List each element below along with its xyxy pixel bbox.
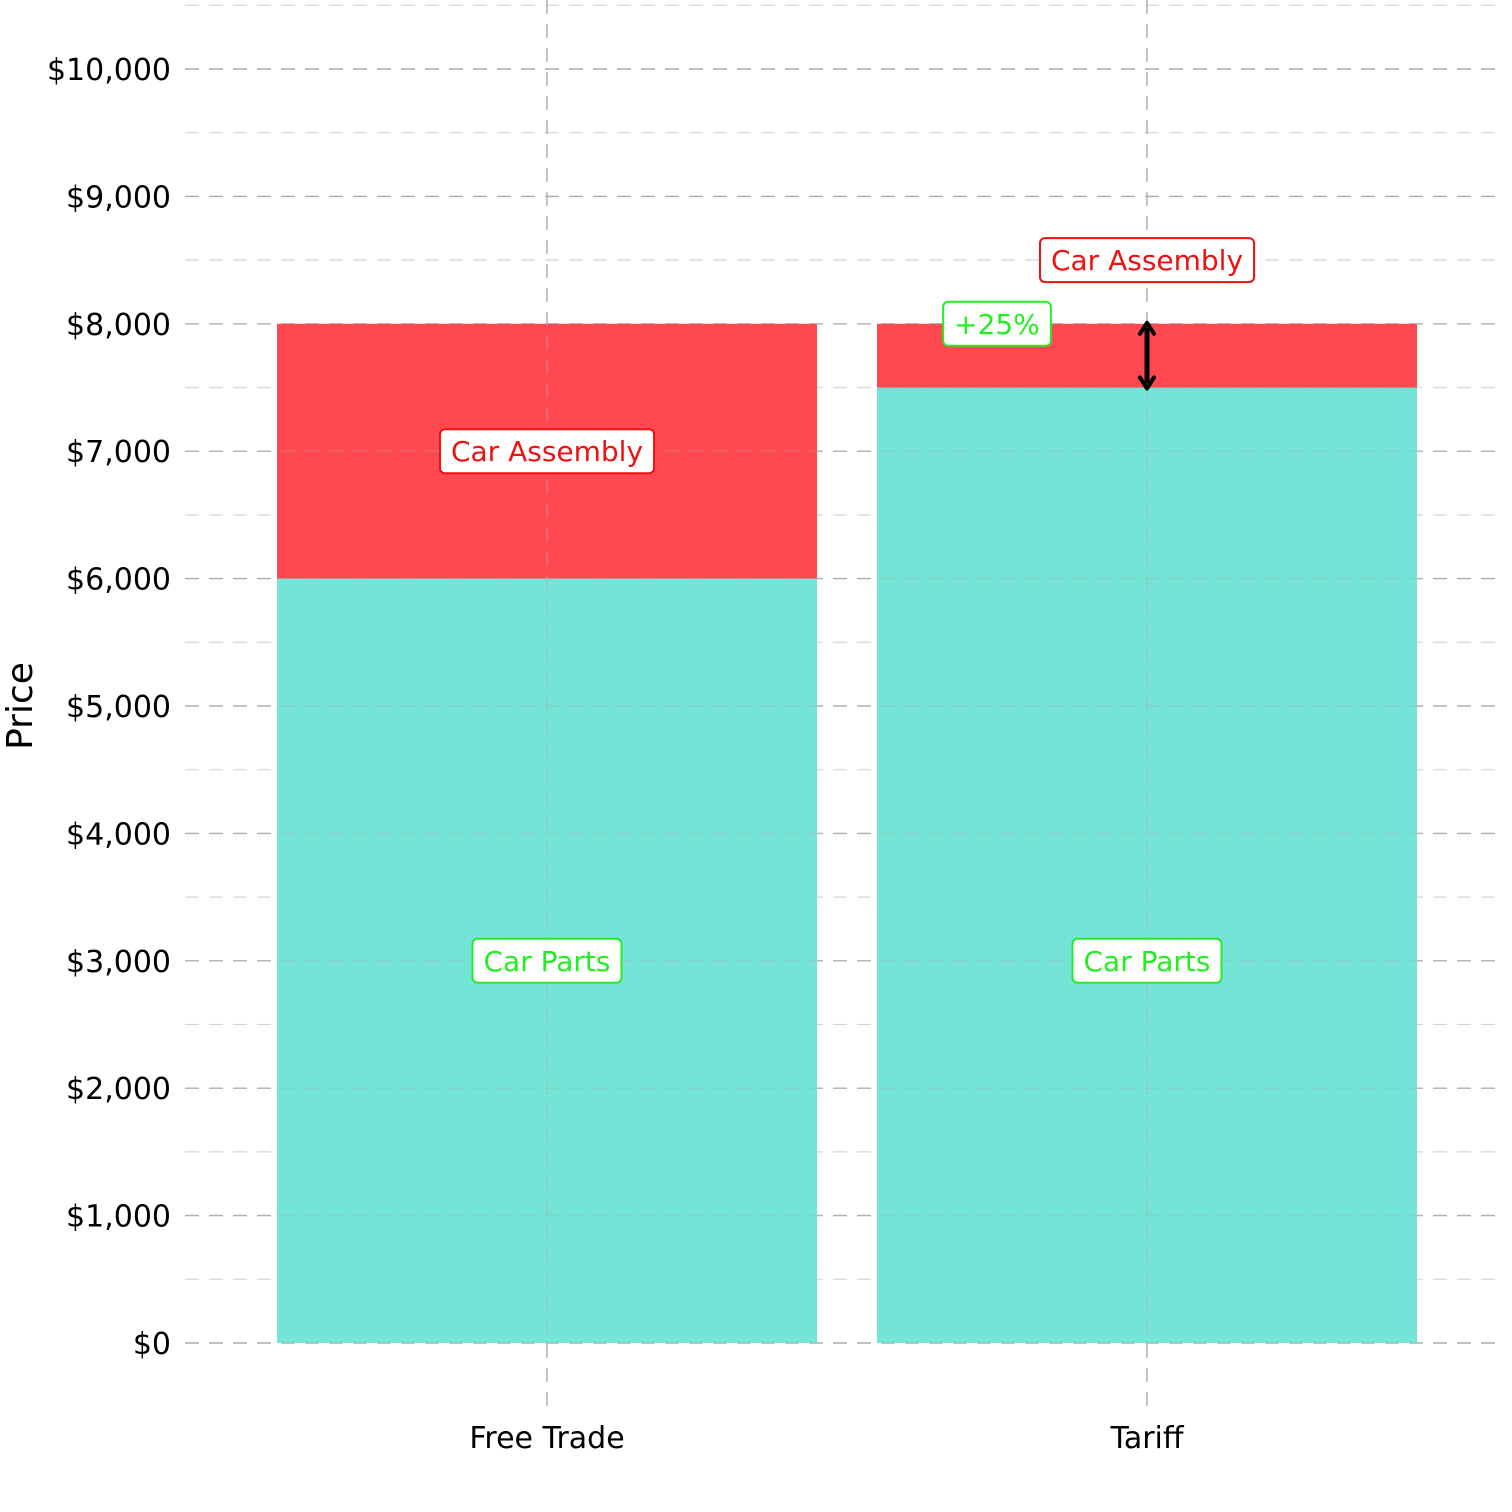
y-tick-label: $5,000 — [66, 690, 171, 725]
y-tick-label: $9,000 — [66, 180, 171, 215]
y-tick-label: $2,000 — [66, 1072, 171, 1107]
segment-label-box — [438, 428, 656, 475]
segment-label: +25% — [942, 300, 1052, 347]
segment-label: Car Assembly — [1038, 237, 1256, 284]
y-tick-label: $1,000 — [66, 1200, 171, 1235]
segment-label-box — [1038, 237, 1256, 284]
tariff-arrow-head-down — [1138, 375, 1156, 391]
x-tick-label: Free Trade — [469, 1421, 624, 1456]
segment-label-text: Car Parts — [1084, 945, 1211, 978]
annotations: Car Parts Car Assembly Car Parts Car Assemb… — [438, 237, 1256, 984]
segment-label-box — [471, 937, 623, 984]
y-tick-label: $6,000 — [66, 563, 171, 598]
segment-label-text: Car Assembly — [1051, 244, 1243, 277]
segment-label: Car Parts — [471, 937, 623, 984]
y-tick-label: $8,000 — [66, 308, 171, 343]
y-tick-label: $7,000 — [66, 435, 171, 470]
y-axis-title: Price — [0, 662, 41, 750]
segment-label-text: Car Assembly — [451, 435, 643, 468]
y-tick-label: $10,000 — [47, 53, 171, 88]
tariff-arrow-head-up — [1138, 320, 1156, 336]
x-tick-label: Tariff — [1109, 1421, 1184, 1456]
y-tick-label: $4,000 — [66, 817, 171, 852]
segment-label: Car Parts — [1071, 937, 1223, 984]
segment-label-box — [942, 300, 1052, 347]
y-tick-label: $0 — [133, 1327, 171, 1362]
segment-label-text: Car Parts — [484, 945, 611, 978]
segment-label: Car Assembly — [438, 428, 656, 475]
bars — [185, 0, 1496, 1415]
segment-label-text: +25% — [954, 308, 1040, 341]
y-tick-label: $3,000 — [66, 945, 171, 980]
axes: $0 $1,000 $2,000 $3,000 $4,000 $5,000 $6,000 $7… — [47, 53, 1185, 1456]
segment-label-box — [1071, 937, 1223, 984]
